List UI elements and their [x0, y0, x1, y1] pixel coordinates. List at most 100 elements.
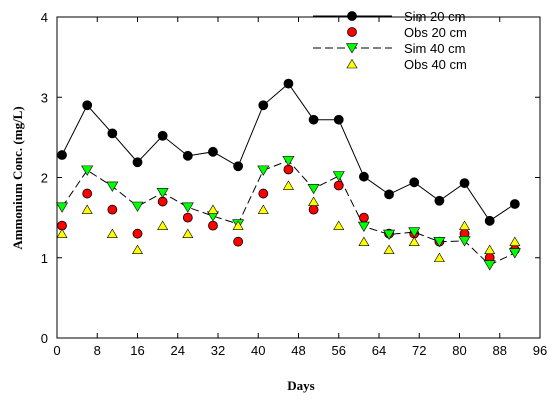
legend-entry: Sim 20 cm [313, 9, 465, 24]
data-point [157, 196, 168, 207]
data-point [409, 177, 420, 188]
data-point [182, 228, 194, 238]
data-point [233, 161, 244, 172]
data-point [408, 227, 421, 238]
series-sim-20-cm [57, 78, 520, 226]
data-point [358, 236, 370, 246]
x-tick-label: 48 [291, 343, 305, 358]
data-point [308, 114, 319, 125]
data-point [333, 114, 344, 125]
data-point [458, 236, 471, 247]
data-point [433, 237, 446, 248]
series [56, 78, 521, 271]
legend-marker [345, 43, 359, 54]
data-point [308, 204, 319, 215]
x-tick-label: 72 [412, 343, 426, 358]
legend-label: Sim 20 cm [404, 9, 465, 24]
data-point [257, 204, 269, 214]
data-point [131, 244, 144, 255]
axes [56, 16, 541, 339]
y-tick-label: 1 [41, 251, 48, 266]
legend-marker [347, 11, 357, 21]
x-tick-label: 56 [332, 343, 346, 358]
legend-label: Obs 40 cm [404, 57, 467, 72]
x-tick-label: 88 [493, 343, 507, 358]
data-point [207, 204, 219, 214]
legend-label: Obs 20 cm [404, 25, 467, 40]
legend-marker [347, 27, 357, 37]
data-point [182, 150, 193, 161]
data-point [208, 146, 218, 157]
plot-frame [56, 16, 541, 339]
data-point [131, 201, 144, 212]
data-point [484, 244, 496, 255]
series-obs-20-cm [57, 164, 520, 263]
y-axis-title: Ammonium Conc. (mg/L) [10, 106, 25, 249]
data-point [157, 220, 169, 230]
x-tick-label: 64 [372, 343, 386, 358]
data-point [81, 165, 94, 176]
data-point [81, 204, 93, 214]
y-tick-label: 4 [41, 10, 48, 25]
data-point [383, 229, 396, 241]
data-point [82, 188, 93, 199]
y-tick-label: 3 [41, 90, 48, 105]
legend-label: Sim 40 cm [404, 41, 465, 56]
series-line [61, 160, 516, 266]
data-point [82, 100, 93, 111]
legend-entry: Sim 40 cm [313, 41, 465, 56]
data-point [57, 150, 67, 160]
data-point [359, 171, 369, 182]
data-point [484, 215, 495, 226]
data-point [332, 171, 345, 182]
data-point [258, 100, 269, 111]
data-point [283, 78, 294, 89]
data-point [258, 188, 269, 199]
data-point [307, 184, 320, 195]
data-point [283, 164, 294, 175]
data-point [107, 128, 118, 139]
data-point [508, 248, 521, 259]
data-point [357, 221, 370, 232]
data-point [333, 220, 345, 230]
data-point [157, 130, 168, 141]
data-point [107, 204, 118, 215]
data-point [232, 220, 244, 230]
data-point [459, 220, 471, 230]
y-tick-label: 0 [41, 331, 48, 346]
data-point [359, 212, 369, 223]
x-tick-label: 24 [171, 343, 185, 358]
data-point [459, 178, 470, 189]
data-point [257, 165, 270, 176]
series-sim-40-cm [56, 155, 521, 271]
data-point [106, 228, 118, 238]
data-point [408, 236, 420, 246]
data-point [383, 244, 395, 255]
x-tick-label: 8 [94, 343, 101, 358]
legend-entry: Obs 40 cm [346, 57, 467, 72]
x-axis-title: Days [287, 378, 314, 393]
legend-marker [346, 58, 358, 69]
ticks: 0 8 16 24 32 40 48 56 64 72 80 88 96 0 1 2 3 4 [41, 10, 547, 358]
data-point [509, 236, 521, 246]
x-tick-label: 16 [130, 343, 144, 358]
data-point [208, 220, 218, 231]
data-point [56, 202, 69, 213]
x-tick-label: 80 [452, 343, 466, 358]
series-obs-40-cm [56, 180, 521, 263]
data-point [384, 189, 394, 200]
data-point [156, 188, 169, 199]
data-point [106, 181, 119, 192]
data-point [181, 202, 194, 213]
data-point [132, 228, 143, 239]
x-tick-label: 32 [211, 343, 225, 358]
data-point [132, 157, 143, 168]
data-point [509, 199, 520, 209]
data-point [434, 195, 445, 206]
data-point [282, 180, 294, 190]
data-point [56, 228, 68, 238]
x-tick-label: 96 [533, 343, 547, 358]
